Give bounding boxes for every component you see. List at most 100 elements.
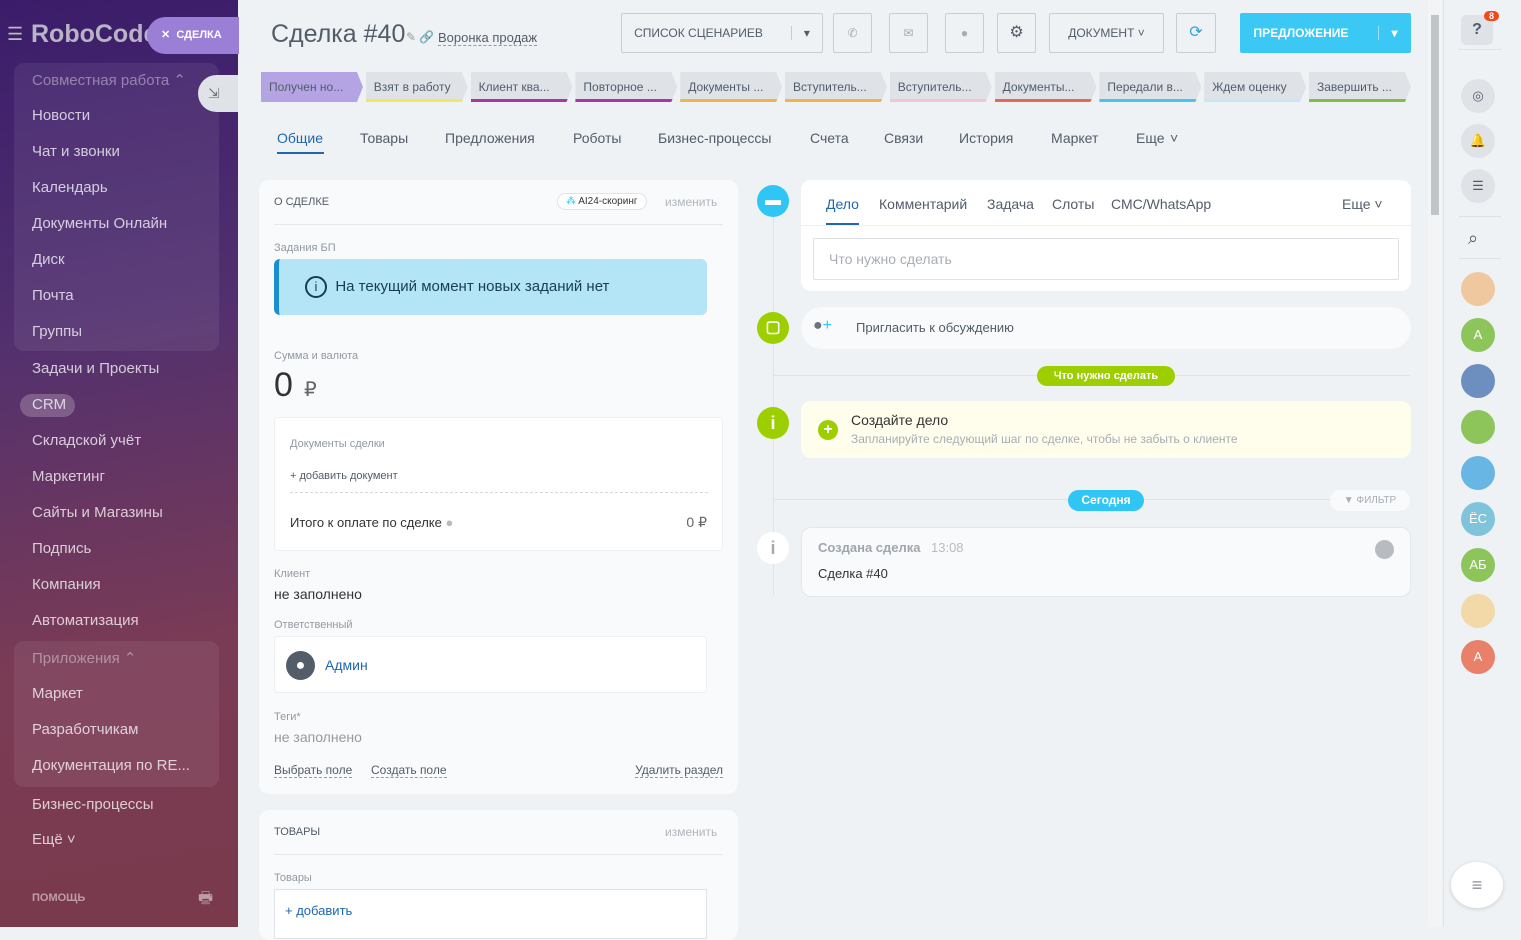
- tab-7[interactable]: Связи: [884, 130, 924, 146]
- chat-list-icon[interactable]: ☰: [1461, 169, 1495, 203]
- stage-10[interactable]: Ждем оценку: [1204, 72, 1307, 102]
- close-icon[interactable]: ✕: [161, 29, 171, 41]
- tab-4[interactable]: Роботы: [573, 130, 622, 146]
- sidebar-item[interactable]: Разработчикам: [32, 721, 139, 738]
- chat-avatar[interactable]: [1461, 456, 1495, 490]
- scoring-badge[interactable]: ⁂ AI24-скоринг: [557, 193, 647, 210]
- sidebar-item[interactable]: Новости: [32, 107, 91, 124]
- search-icon[interactable]: ⌕: [1468, 228, 1479, 248]
- chat-avatar[interactable]: А: [1461, 318, 1495, 352]
- tab-10[interactable]: Еще: [1136, 130, 1165, 146]
- sidebar-item[interactable]: Компания: [32, 576, 101, 593]
- chat-avatar[interactable]: ЁС: [1461, 502, 1495, 536]
- sidebar-item[interactable]: Задачи и Проекты: [32, 360, 160, 377]
- tab-9[interactable]: Маркет: [1051, 130, 1099, 146]
- document-button[interactable]: ДОКУМЕНТ ˅: [1049, 13, 1164, 53]
- sidebar-item[interactable]: Календарь: [32, 179, 108, 196]
- deal-close-pill[interactable]: ✕ СДЕЛКА: [147, 17, 239, 54]
- help-link[interactable]: ПОМОЩЬ: [32, 892, 86, 904]
- funnel-selector[interactable]: Воронка продаж: [438, 30, 538, 46]
- stage-6[interactable]: Вступитель...: [785, 72, 887, 102]
- create-activity-card[interactable]: + Создайте дело Запланируйте следующий ш…: [801, 401, 1411, 458]
- tags-value[interactable]: не заполнено: [274, 729, 362, 745]
- chat-avatar[interactable]: [1461, 364, 1495, 398]
- sidebar-item[interactable]: Складской учёт: [32, 432, 142, 449]
- stage-4[interactable]: Повторное ...: [575, 72, 678, 102]
- stage-2[interactable]: Взят в работу: [365, 72, 468, 102]
- sidebar-item[interactable]: CRM: [32, 396, 67, 413]
- sidebar-item[interactable]: Чат и звонки: [32, 143, 120, 160]
- settings-gear-icon[interactable]: ⚙: [997, 13, 1036, 53]
- edit-link[interactable]: изменить: [665, 825, 718, 839]
- activity-more-tab[interactable]: Еще ˅: [1342, 196, 1383, 212]
- responsible-box[interactable]: ● Админ: [274, 636, 707, 693]
- chat-avatar[interactable]: АБ: [1461, 548, 1495, 582]
- tab-2[interactable]: Товары: [360, 130, 409, 146]
- chat-avatar[interactable]: [1461, 594, 1495, 628]
- scrollbar-thumb[interactable]: [1431, 15, 1439, 215]
- sidebar-item[interactable]: Ещё ˅: [32, 831, 76, 848]
- sidebar-item[interactable]: Диск: [32, 251, 65, 268]
- sidebar-item[interactable]: Маркетинг: [32, 468, 105, 485]
- scrollbar[interactable]: [1428, 0, 1442, 927]
- stage-9[interactable]: Передали в...: [1099, 72, 1202, 102]
- activity-input[interactable]: Что нужно сделать: [813, 238, 1399, 280]
- scenarios-button[interactable]: СПИСОК СЦЕНАРИЕВ ▾: [621, 13, 823, 53]
- add-document-link[interactable]: + добавить документ: [290, 470, 398, 482]
- printer-icon[interactable]: 🖶: [198, 890, 214, 907]
- sync-icon[interactable]: ⟳: [1176, 13, 1216, 53]
- plus-icon[interactable]: +: [818, 420, 838, 440]
- activity-tab[interactable]: Слоты: [1052, 196, 1095, 212]
- stage-8[interactable]: Документы...: [994, 72, 1097, 102]
- activity-tab[interactable]: Задача: [987, 196, 1034, 212]
- menu-icon[interactable]: ☰: [7, 24, 24, 44]
- sidebar-item[interactable]: Подпись: [32, 540, 92, 557]
- sum-value[interactable]: 0: [274, 366, 293, 404]
- activity-tab[interactable]: Дело: [826, 196, 859, 225]
- sidebar-item[interactable]: Документы Онлайн: [32, 215, 168, 232]
- client-value[interactable]: не заполнено: [274, 586, 362, 602]
- stage-11[interactable]: Завершить ...: [1309, 72, 1411, 102]
- proposal-button[interactable]: ПРЕДЛОЖЕНИЕ ▾: [1240, 13, 1411, 53]
- sidebar-item[interactable]: Документация по RE...: [32, 757, 190, 774]
- responsible-name[interactable]: Админ: [325, 657, 368, 673]
- activity-tab[interactable]: СМС/WhatsApp: [1111, 196, 1212, 212]
- add-product-link[interactable]: + добавить: [285, 903, 353, 918]
- delete-section-link[interactable]: Удалить раздел: [635, 763, 723, 778]
- sidebar-item[interactable]: Маркет: [32, 685, 83, 702]
- sidebar-item[interactable]: Почта: [32, 287, 74, 304]
- timeman-icon[interactable]: ◎: [1461, 79, 1495, 113]
- activity-tab[interactable]: Комментарий: [879, 196, 968, 212]
- chat-avatar[interactable]: [1461, 272, 1495, 306]
- stage-1[interactable]: Получен но...: [261, 72, 363, 102]
- edit-link[interactable]: изменить: [665, 195, 718, 209]
- help-icon[interactable]: ●: [445, 515, 454, 530]
- chat-avatar[interactable]: [1461, 410, 1495, 444]
- edit-pencil-icon[interactable]: ✎ 🔗: [406, 30, 435, 44]
- logo[interactable]: RoboCode: [31, 20, 158, 48]
- tab-3[interactable]: Предложения: [445, 130, 535, 146]
- chevron-down-icon[interactable]: ˅: [1170, 130, 1179, 146]
- caret-down-icon[interactable]: ▾: [1378, 26, 1398, 40]
- chat-button[interactable]: ●: [945, 13, 984, 53]
- filter-button[interactable]: ▼ ФИЛЬТР: [1330, 490, 1410, 511]
- chat-avatar[interactable]: А: [1461, 640, 1495, 674]
- sidebar-item[interactable]: Автоматизация: [32, 612, 139, 629]
- sidebar-item[interactable]: Бизнес-процессы: [32, 796, 154, 813]
- sidebar-item[interactable]: Приложения ⌃: [32, 650, 137, 667]
- sidebar-item[interactable]: Группы: [32, 323, 82, 340]
- tab-1[interactable]: Общие: [277, 130, 324, 146]
- sidebar-item[interactable]: Сайты и Магазины: [32, 504, 163, 521]
- tab-8[interactable]: История: [959, 130, 1014, 146]
- stage-7[interactable]: Вступитель...: [889, 72, 992, 102]
- stage-5[interactable]: Документы ...: [680, 72, 783, 102]
- create-field-link[interactable]: Создать поле: [371, 763, 447, 778]
- tab-6[interactable]: Счета: [810, 130, 849, 146]
- choose-field-link[interactable]: Выбрать поле: [274, 763, 353, 778]
- stage-3[interactable]: Клиент ква...: [470, 72, 573, 102]
- bell-icon[interactable]: 🔔: [1461, 124, 1495, 158]
- collapse-button[interactable]: ⇲: [198, 75, 238, 112]
- caret-down-icon[interactable]: ▾: [790, 26, 810, 40]
- tab-5[interactable]: Бизнес-процессы: [658, 130, 772, 146]
- list-menu-icon[interactable]: ≡: [1451, 862, 1503, 908]
